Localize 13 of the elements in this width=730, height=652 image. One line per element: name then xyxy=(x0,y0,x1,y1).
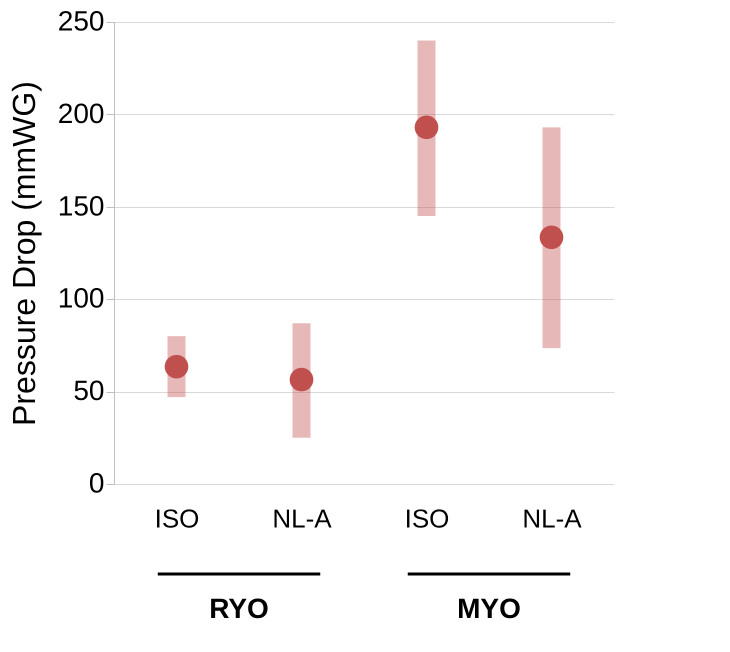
y-tick-label: 0 xyxy=(88,468,104,498)
x-tick-label: NL-A xyxy=(522,504,582,534)
y-tick-label: 100 xyxy=(58,282,104,314)
y-axis-title: Pressure Drop (mmWG) xyxy=(6,81,42,426)
x-tick-label: ISO xyxy=(404,504,450,534)
x-tick-label: NL-A xyxy=(272,504,332,534)
y-tick-label: 200 xyxy=(58,98,104,129)
y-tick-label: 150 xyxy=(58,190,104,222)
text: RYO xyxy=(209,593,269,624)
y-tick-label: 250 xyxy=(58,6,104,36)
y-tick-label: 50 xyxy=(73,375,104,406)
text: MYO xyxy=(457,593,521,624)
x-tick-label: ISO xyxy=(154,504,200,534)
